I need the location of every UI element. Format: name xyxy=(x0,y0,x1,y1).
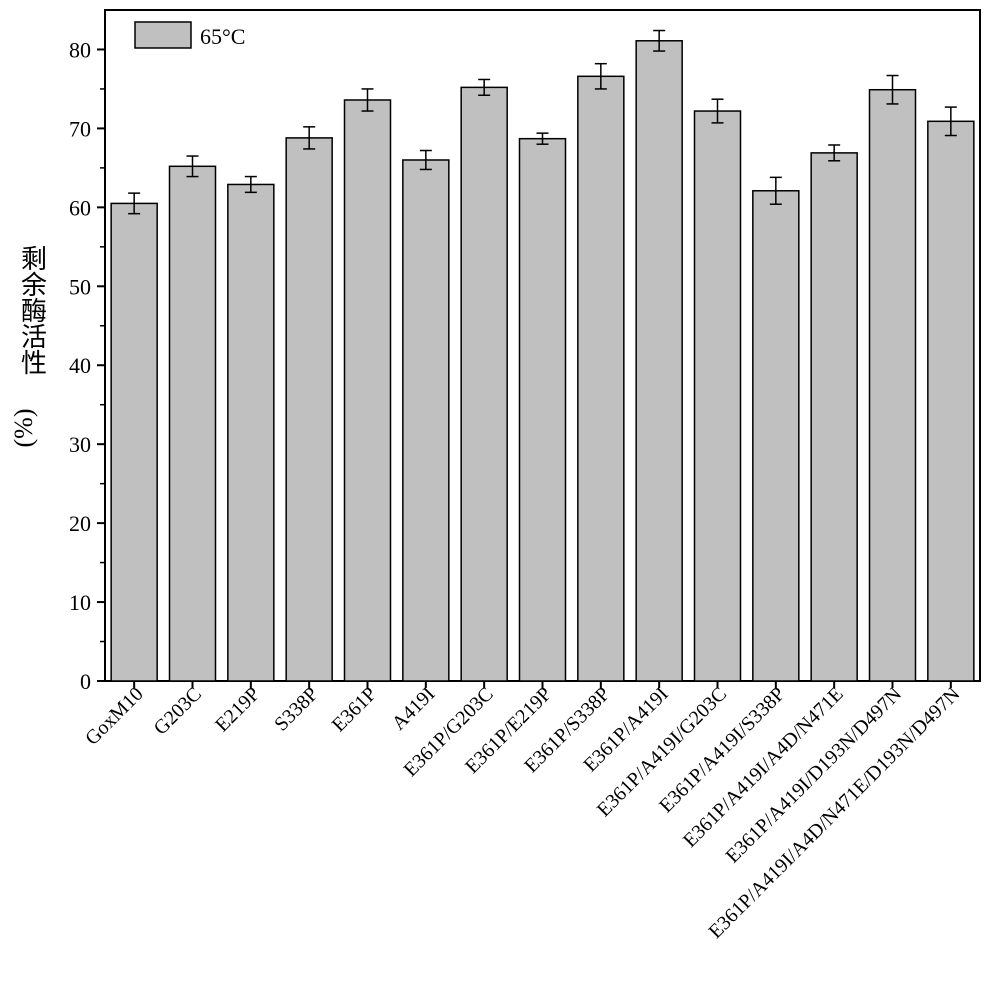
bar xyxy=(635,40,683,682)
bar xyxy=(402,159,450,682)
bar xyxy=(927,120,975,682)
y-axis: 0 10 20 30 40 50 60 70 80 xyxy=(69,37,105,694)
legend-label: 65°C xyxy=(200,24,245,49)
y-tick-label: 0 xyxy=(80,669,91,694)
bar xyxy=(518,137,567,682)
x-tick-label: E361P xyxy=(328,683,381,736)
y-axis-label: 剩余酶活性 (%) xyxy=(9,245,47,448)
legend-swatch xyxy=(134,21,192,49)
y-tick-label: 80 xyxy=(69,37,91,62)
y-axis-unit: (%) xyxy=(9,409,38,448)
bar xyxy=(693,110,742,682)
bar xyxy=(752,190,800,682)
bar xyxy=(868,88,917,682)
y-tick-label: 40 xyxy=(69,353,91,378)
x-tick-label: A419I xyxy=(388,683,440,735)
bar xyxy=(110,202,158,682)
bar xyxy=(343,99,392,682)
bar xyxy=(577,75,625,682)
y-tick-label: 70 xyxy=(69,116,91,141)
y-tick-label: 10 xyxy=(69,590,91,615)
bar xyxy=(810,152,858,682)
bar xyxy=(168,165,217,682)
bars xyxy=(110,29,975,682)
bar xyxy=(460,86,508,682)
y-tick-label: 50 xyxy=(69,274,91,299)
x-tick-label: S338P xyxy=(270,683,323,736)
y-axis-title: 剩余酶活性 xyxy=(18,245,47,375)
legend: 65°C xyxy=(134,21,245,49)
x-tick-label: G203C xyxy=(150,683,206,739)
x-axis: GoxM10 G203C E219P S338P E361P A419IE361P/G20… xyxy=(81,681,964,943)
y-tick-label: 20 xyxy=(69,511,91,536)
x-tick-label: GoxM10 xyxy=(81,683,148,750)
bar xyxy=(227,183,275,682)
x-tick-label: E219P xyxy=(211,683,264,736)
y-tick-label: 60 xyxy=(69,195,91,220)
bar xyxy=(285,137,333,682)
y-tick-label: 30 xyxy=(69,432,91,457)
